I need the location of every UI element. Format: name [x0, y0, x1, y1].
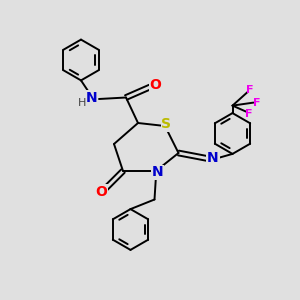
Text: N: N — [152, 166, 163, 179]
Text: O: O — [95, 185, 107, 199]
Text: H: H — [78, 98, 87, 109]
Text: F: F — [245, 109, 253, 119]
Text: S: S — [161, 118, 172, 131]
Text: O: O — [149, 78, 161, 92]
Text: N: N — [86, 91, 98, 104]
Text: N: N — [207, 151, 219, 164]
Text: F: F — [246, 85, 254, 95]
Text: F: F — [253, 98, 260, 108]
